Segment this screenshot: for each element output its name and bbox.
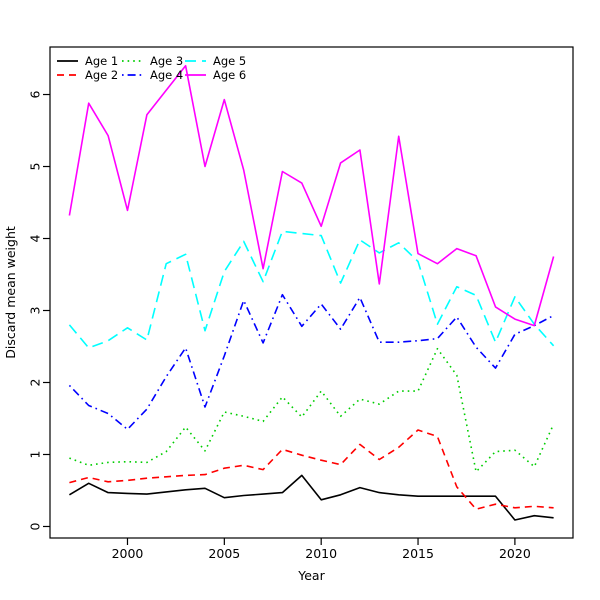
x-axis-tick-label: 2000 [112,546,144,561]
legend-label-age-1: Age 1 [85,54,118,68]
legend-label-age-3: Age 3 [150,54,183,68]
y-axis-tick-label: 3 [28,307,43,315]
y-axis-tick-label: 0 [28,522,43,530]
x-axis-label: Year [297,568,325,583]
x-axis-tick-label: 2005 [208,546,240,561]
series-line-age-5 [68,230,555,349]
y-axis-label: Discard mean weight [3,226,18,359]
legend-item-age-6: Age 6 [185,68,246,82]
y-axis-tick-label: 6 [28,90,43,98]
series-line-age-6 [68,64,555,327]
legend-label-age-4: Age 4 [150,68,183,82]
legend-item-age-5: Age 5 [185,54,246,68]
y-axis-tick-label: 5 [28,163,43,171]
x-axis-tick-label: 2020 [499,546,531,561]
series-line-age-1 [68,474,554,521]
legend-item-age-1: Age 1 [57,54,118,68]
y-axis-tick-label: 1 [28,451,43,459]
legend-item-age-4: Age 4 [122,68,183,82]
legend-item-age-3: Age 3 [122,54,183,68]
x-axis-tick-label: 2015 [402,546,434,561]
y-axis-tick-label: 2 [28,379,43,387]
y-axis-tick-label: 4 [28,234,43,242]
x-axis-tick-label: 2010 [305,546,337,561]
series-line-age-4 [68,293,554,431]
legend-label-age-5: Age 5 [213,54,246,68]
legend-label-age-2: Age 2 [85,68,118,82]
series-line-age-2 [69,429,554,511]
legend-item-age-2: Age 2 [57,68,118,82]
legend-label-age-6: Age 6 [213,68,246,82]
plot-box [49,46,574,539]
